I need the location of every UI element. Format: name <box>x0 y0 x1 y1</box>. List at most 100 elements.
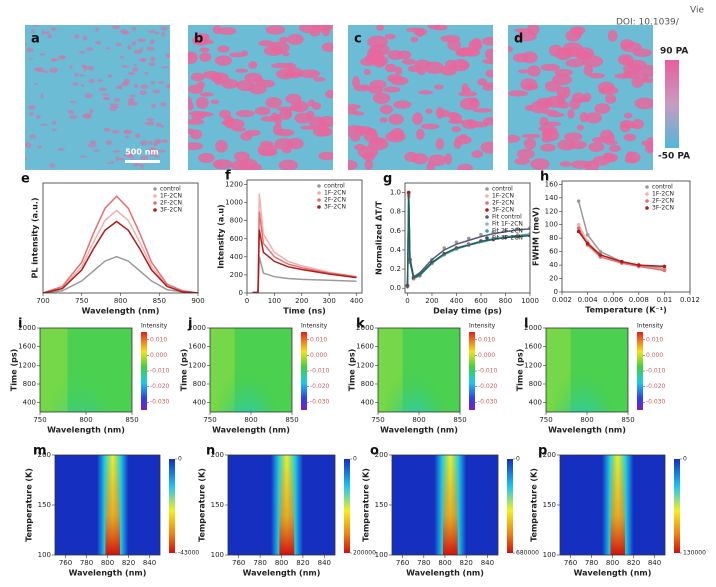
x-tick-label: 0.002 <box>552 296 572 304</box>
data-line <box>43 220 198 293</box>
x-axis-label: Delay time (ps) <box>433 307 502 316</box>
colorbar-tick-label: 130000 <box>683 550 706 557</box>
afm-grain <box>384 33 396 40</box>
afm-grain <box>188 96 192 105</box>
afm-grain <box>527 65 541 77</box>
colorbar-tick-label: 0.000 <box>150 352 167 359</box>
afm-grain <box>188 84 204 94</box>
colorbar-tick-label: 0.010 <box>310 336 327 343</box>
afm-grain <box>508 90 529 97</box>
afm-grain <box>154 138 162 144</box>
afm-grain <box>214 160 223 167</box>
x-tick-label: 800 <box>606 559 619 567</box>
afm-grain <box>103 127 111 132</box>
colorbar-tick-label: 0 <box>516 456 520 463</box>
x-tick-label: 600 <box>474 297 487 305</box>
colorbar-title: Intensity <box>141 323 168 330</box>
afm-grain <box>127 71 136 76</box>
afm-grain <box>415 128 425 140</box>
afm-grain <box>427 25 440 30</box>
x-tick-label: 750 <box>203 416 216 424</box>
colorbar <box>141 332 147 410</box>
afm-grain <box>369 43 390 56</box>
afm-grain <box>152 142 158 147</box>
plot-area <box>392 455 498 555</box>
afm-grain <box>69 65 73 69</box>
afm-grain <box>564 132 583 141</box>
x-tick-label: 800 <box>101 559 114 567</box>
afm-grain <box>112 150 121 153</box>
afm-grain <box>26 47 34 53</box>
afm-image <box>188 25 333 170</box>
x-tick-label: 820 <box>627 559 640 567</box>
afm-grain <box>471 150 483 158</box>
x-tick-label: 400 <box>450 297 463 305</box>
afm-grain <box>235 68 248 73</box>
afm-grain <box>360 57 377 67</box>
afm-grain <box>126 155 135 158</box>
x-tick-label: 1000 <box>521 297 539 305</box>
colorbar-tick-label: -0.030 <box>310 399 330 406</box>
colorbar-tick-label: 200000 <box>353 550 376 557</box>
y-tick-label: 1600 <box>188 343 206 351</box>
afm-grain <box>318 116 333 128</box>
afm-grain <box>633 48 652 58</box>
y-axis-label: Time (ps) <box>180 349 189 392</box>
afm-grain <box>313 77 326 82</box>
afm-grain <box>111 129 120 134</box>
afm-grain <box>318 151 333 161</box>
y-axis-label: Temperature (K) <box>362 468 371 542</box>
afm-grain <box>121 64 129 68</box>
afm-grain <box>448 119 466 124</box>
afm-grain <box>52 128 57 132</box>
afm-grain <box>631 77 644 88</box>
x-tick-label: 200 <box>425 297 438 305</box>
afm-grain <box>87 143 97 148</box>
heatmap-dip <box>554 332 612 412</box>
colorbar-tick-label: 0.010 <box>478 336 495 343</box>
afm-grain <box>126 150 135 156</box>
colorbar-title: Intensity <box>469 323 496 330</box>
legend-marker <box>317 198 321 202</box>
axes-frame <box>561 180 691 293</box>
afm-grain <box>387 50 403 60</box>
x-tick-label: 760 <box>396 559 409 567</box>
legend-label: Fit control <box>492 214 522 221</box>
afm-grain <box>569 98 581 110</box>
legend-marker <box>645 206 649 210</box>
x-tick-label: 850 <box>453 416 466 424</box>
legend-marker <box>485 187 489 191</box>
y-tick-label: 60 <box>549 248 558 256</box>
afm-grain <box>541 128 554 138</box>
afm-grain <box>199 47 210 53</box>
afm-grain <box>379 104 393 115</box>
afm-grain <box>111 25 120 30</box>
afm-grain <box>190 72 205 82</box>
axes-frame <box>404 182 531 294</box>
legend-marker <box>485 215 489 219</box>
y-axis-label: Time (ps) <box>516 349 525 392</box>
afm-grain <box>254 106 271 116</box>
afm-grain <box>49 67 59 73</box>
afm-grain <box>50 58 57 62</box>
data-line <box>252 229 357 293</box>
legend-label: 3F-2CN <box>324 204 346 211</box>
afm-grain <box>444 153 453 165</box>
panel-label: o <box>370 444 379 459</box>
legend-label: Fit 1F-2CN <box>492 221 523 228</box>
x-axis-label: Wavelength (nm) <box>69 569 147 578</box>
afm-grain <box>149 39 155 45</box>
afm-bg <box>25 25 170 170</box>
afm-grain <box>363 69 372 76</box>
heatmap-hot <box>442 455 458 555</box>
colorbar-tick-label: 0.000 <box>310 352 327 359</box>
colorbar-tick-label: -0.020 <box>310 383 330 390</box>
afm-grain <box>393 100 412 109</box>
colorbar-tick-label: -0.030 <box>478 399 498 406</box>
x-axis-label: Time (ns) <box>283 307 326 316</box>
afm-grain <box>224 118 245 130</box>
y-tick-label: 2000 <box>18 324 36 332</box>
afm-grain <box>25 43 28 46</box>
x-tick-label: 800 <box>275 559 288 567</box>
y-tick-label: 800 <box>529 380 542 388</box>
